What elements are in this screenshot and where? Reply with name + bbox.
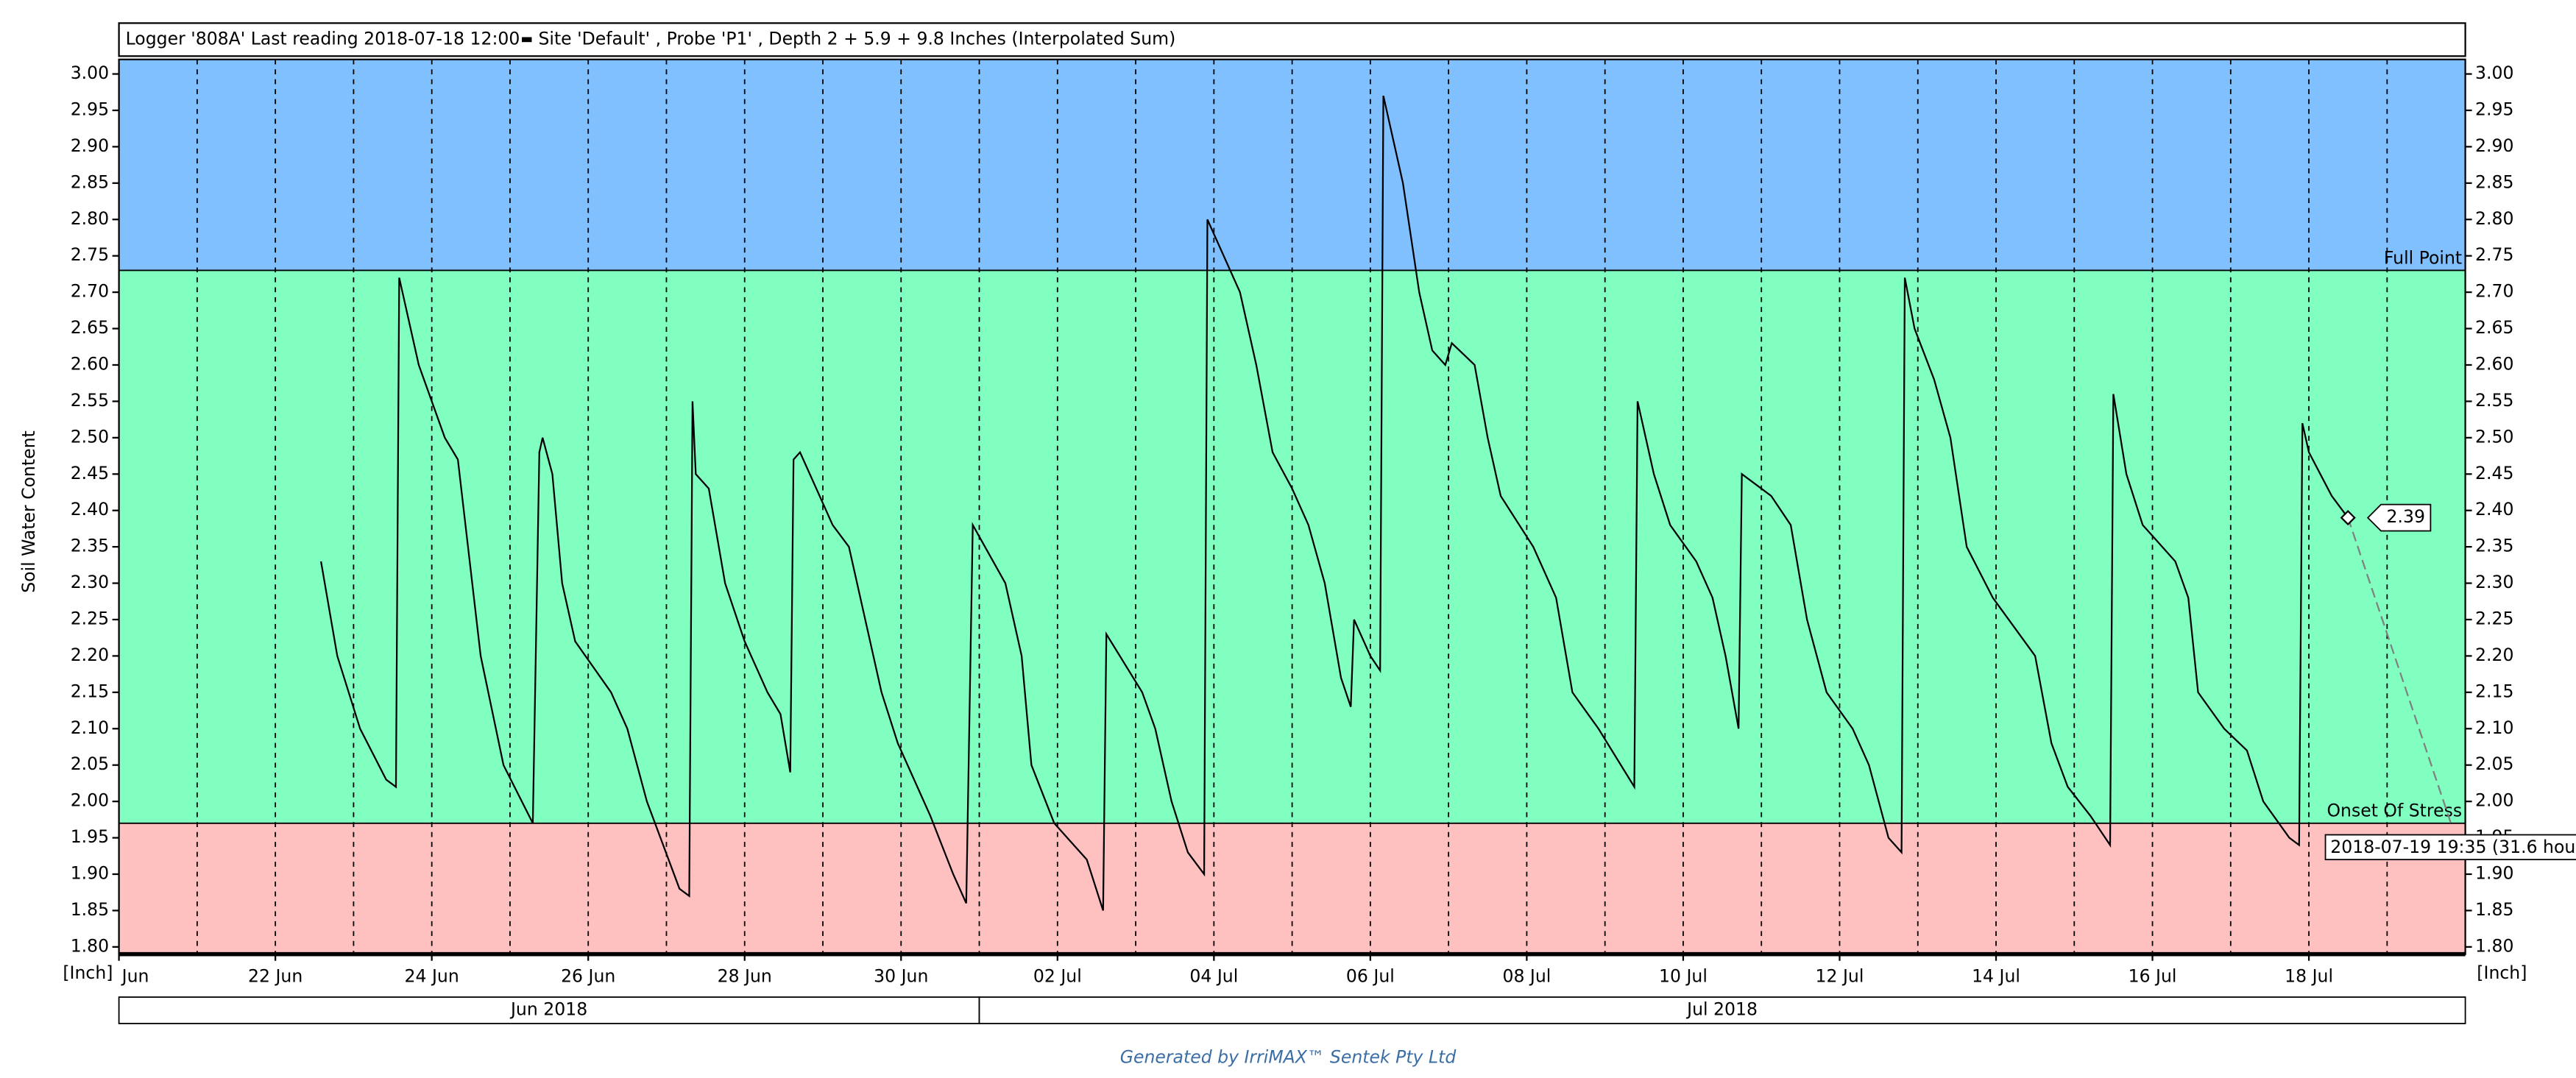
x-tick-label: 18 Jul bbox=[2285, 966, 2333, 987]
x-tick-label: 08 Jul bbox=[1502, 966, 1551, 987]
y-tick-label: 3.00 bbox=[71, 63, 109, 83]
y-tick-label: 1.95 bbox=[71, 826, 109, 847]
y-tick-label: 2.60 bbox=[71, 353, 109, 374]
y-tick-label: 2.00 bbox=[71, 790, 109, 811]
y2-tick-label: 2.40 bbox=[2475, 499, 2513, 520]
x-tick-label: 16 Jul bbox=[2129, 966, 2177, 987]
y2-tick-label: 2.50 bbox=[2475, 426, 2513, 447]
y-tick-label: 2.25 bbox=[71, 608, 109, 628]
y2-tick-label: 2.95 bbox=[2475, 99, 2513, 119]
x-tick-label: 10 Jul bbox=[1659, 966, 1708, 987]
y2-tick-label: 2.25 bbox=[2475, 608, 2513, 628]
y2-tick-label: 2.60 bbox=[2475, 353, 2513, 374]
y2-tick-label: 2.15 bbox=[2475, 681, 2513, 701]
y-tick-label: 2.75 bbox=[71, 244, 109, 265]
y-unit-left: [Inch] bbox=[63, 962, 113, 983]
y2-tick-label: 2.35 bbox=[2475, 536, 2513, 556]
y2-tick-label: 2.55 bbox=[2475, 390, 2513, 411]
x-tick-label: 04 Jul bbox=[1189, 966, 1238, 987]
y2-tick-label: 2.90 bbox=[2475, 135, 2513, 156]
x-tick-label: 06 Jul bbox=[1346, 966, 1395, 987]
y-tick-label: 2.50 bbox=[71, 426, 109, 447]
x-tick-label: 26 Jun bbox=[561, 966, 615, 987]
y2-tick-label: 1.80 bbox=[2475, 935, 2513, 956]
month-label: Jun 2018 bbox=[509, 999, 587, 1020]
y2-tick-label: 2.45 bbox=[2475, 463, 2513, 483]
y-tick-label: 2.10 bbox=[71, 717, 109, 738]
x-tick-label: 28 Jun bbox=[718, 966, 772, 987]
y-tick-label: 2.80 bbox=[71, 208, 109, 229]
y-unit-right: [Inch] bbox=[2477, 962, 2527, 983]
month-cell bbox=[978, 996, 2466, 1024]
y-tick-label: 2.85 bbox=[71, 171, 109, 192]
y2-tick-label: 2.10 bbox=[2475, 717, 2513, 738]
x-tick-label: Jun bbox=[121, 966, 149, 987]
last-reading-marker bbox=[2340, 510, 2356, 526]
x-tick-label: 24 Jun bbox=[405, 966, 459, 987]
chart-title: Logger '808A' Last reading 2018-07-18 12… bbox=[126, 28, 520, 49]
y-axis-label: Soil Water Content bbox=[18, 430, 39, 593]
month-cell bbox=[118, 996, 980, 1024]
y-tick-label: 2.70 bbox=[71, 281, 109, 302]
header-box bbox=[118, 22, 2466, 57]
projection-label-box bbox=[2324, 834, 2576, 861]
projection-label: 2018-07-19 19:35 (31.6 hours) bbox=[2330, 837, 2576, 857]
y-tick-label: 2.45 bbox=[71, 463, 109, 483]
y-tick-label: 2.05 bbox=[71, 753, 109, 774]
x-tick-label: 30 Jun bbox=[874, 966, 928, 987]
y-tick-label: 2.55 bbox=[71, 390, 109, 411]
footer: Generated by IrriMAX™ Sentek Pty Ltd bbox=[1120, 1047, 1457, 1068]
y-tick-label: 2.15 bbox=[71, 681, 109, 701]
y2-tick-label: 2.75 bbox=[2475, 244, 2513, 265]
y-tick-label: 2.40 bbox=[71, 499, 109, 520]
x-tick-label: 22 Jun bbox=[248, 966, 302, 987]
month-label: Jul 2018 bbox=[1685, 999, 1758, 1020]
y-tick-label: 2.95 bbox=[71, 99, 109, 119]
y-tick-label: 1.90 bbox=[71, 862, 109, 883]
y2-tick-label: 2.00 bbox=[2475, 790, 2513, 811]
projection-line bbox=[2347, 517, 2452, 824]
y2-tick-label: 3.00 bbox=[2475, 63, 2513, 83]
y2-tick-label: 1.85 bbox=[2475, 899, 2513, 920]
y-tick-label: 2.20 bbox=[71, 645, 109, 665]
last-reading-callout bbox=[2366, 503, 2432, 532]
x-tick-label: 14 Jul bbox=[1972, 966, 2020, 987]
series-line bbox=[320, 95, 2349, 911]
y-tick-label: 1.80 bbox=[71, 935, 109, 956]
y2-tick-label: 2.30 bbox=[2475, 572, 2513, 592]
y2-tick-label: 2.20 bbox=[2475, 645, 2513, 665]
last-reading-label: 2.39 bbox=[2387, 506, 2425, 527]
y-tick-label: 2.90 bbox=[71, 135, 109, 156]
y2-tick-label: 2.05 bbox=[2475, 753, 2513, 774]
legend-label: Site 'Default' , Probe 'P1' , Depth 2 + … bbox=[538, 28, 1175, 49]
y-tick-label: 1.85 bbox=[71, 899, 109, 920]
threshold-label: Full Point bbox=[2384, 247, 2462, 268]
threshold-label: Onset Of Stress bbox=[2327, 801, 2463, 821]
y2-tick-label: 1.90 bbox=[2475, 862, 2513, 883]
x-tick-label: 02 Jul bbox=[1033, 966, 1082, 987]
y2-tick-label: 2.85 bbox=[2475, 171, 2513, 192]
y2-tick-label: 2.80 bbox=[2475, 208, 2513, 229]
y2-tick-label: 2.65 bbox=[2475, 317, 2513, 338]
y-tick-label: 2.30 bbox=[71, 572, 109, 592]
y-tick-label: 2.65 bbox=[71, 317, 109, 338]
zone-band bbox=[118, 59, 2466, 271]
x-tick-label: 12 Jul bbox=[1816, 966, 1864, 987]
y-tick-label: 2.35 bbox=[71, 536, 109, 556]
y2-tick-label: 2.70 bbox=[2475, 281, 2513, 302]
